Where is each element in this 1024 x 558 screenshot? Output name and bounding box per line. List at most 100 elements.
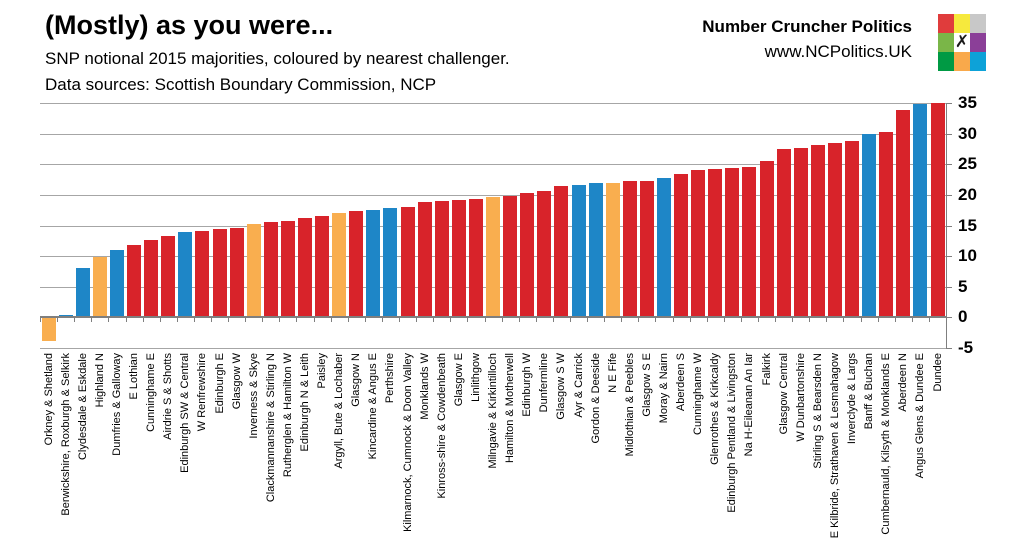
x-axis-category-label: Glasgow S E	[640, 353, 653, 417]
bar-49	[862, 133, 877, 318]
x-axis-category-label: Kinross-shire & Cowdenbeath	[435, 353, 448, 499]
x-axis-tick	[894, 318, 896, 323]
x-axis-category-label: Edinburgh N & Leith	[299, 353, 311, 452]
x-axis-category-label: Dunfermline	[538, 353, 551, 413]
y-axis-tick-label: -5	[958, 338, 974, 357]
bar-7	[144, 239, 159, 318]
bar-46	[810, 145, 825, 318]
logo-grid-cell	[970, 33, 986, 52]
x-axis-tick	[518, 318, 520, 323]
x-axis-category-label: Cunninghame W	[692, 353, 705, 435]
brand-url: www.NCPolitics.UK	[764, 42, 912, 61]
x-axis-category-label: Glasgow S W	[555, 353, 568, 420]
bar-34	[605, 182, 620, 318]
bar-40	[708, 169, 723, 318]
x-axis-category-label: Dumfries & Galloway	[110, 353, 123, 456]
bar-1	[41, 317, 56, 341]
x-axis-tick	[159, 318, 161, 323]
x-axis-category-label: Monklands W	[418, 353, 431, 420]
x-axis-category-label: Inverness & Skye	[247, 353, 260, 439]
x-axis-tick	[569, 318, 571, 323]
y-axis-tick	[946, 133, 952, 135]
bar-22	[400, 207, 415, 318]
bar-39	[691, 170, 706, 318]
bar-24	[434, 201, 449, 318]
bar-27	[486, 197, 500, 318]
gridline	[40, 103, 946, 104]
x-axis-tick	[108, 318, 110, 323]
bar-3	[75, 268, 90, 318]
bar-17	[315, 215, 330, 318]
x-axis-tick	[74, 318, 76, 323]
x-axis-tick	[433, 318, 435, 323]
x-axis-tick	[860, 318, 862, 323]
bar-8	[161, 235, 176, 318]
x-axis-category-label: Cunninghame E	[145, 353, 158, 432]
x-axis-category-label: E Kilbride, Strathaven & Lesmahagow	[828, 353, 841, 539]
bar-31	[554, 186, 569, 318]
x-axis-category-label: Glasgow E	[452, 353, 465, 407]
bar-5	[109, 250, 124, 318]
ncp-logo: ✗	[938, 14, 986, 71]
y-axis-tick	[946, 225, 952, 227]
x-axis-category-label: Aberdeen N	[897, 353, 910, 412]
y-axis-tick-label: 5	[958, 276, 968, 296]
x-axis-tick	[399, 318, 400, 323]
x-axis-category-label: Na H-Eileanan An Iar	[743, 353, 756, 457]
bar-25	[451, 199, 466, 318]
bar-6	[127, 245, 141, 318]
x-axis-tick	[228, 318, 229, 323]
bar-28	[503, 196, 518, 318]
x-axis-category-label: Glenrothes & Kirkcaldy	[709, 353, 722, 465]
x-axis-tick	[484, 318, 486, 323]
x-axis-category-label: Perthshire	[384, 353, 397, 404]
x-axis-category-label: N E Fife	[606, 353, 619, 393]
x-axis-category-label: Kincardine & Angus E	[367, 353, 380, 460]
chart-subtitle: SNP notional 2015 majorities, coloured b…	[45, 49, 510, 68]
x-axis-category-label: Glasgow N	[350, 353, 363, 407]
x-axis-category-label: Rutherglen & Hamilton W	[281, 353, 294, 478]
x-axis-tick	[347, 318, 349, 323]
x-axis-category-label: Milngavie & Kirkintilloch	[487, 353, 499, 469]
x-axis-tick	[245, 318, 247, 323]
y-axis-tick-label: 0	[958, 307, 968, 327]
logo-grid-cell: ✗	[954, 33, 970, 52]
x-axis-tick	[587, 318, 588, 323]
y-axis-tick	[946, 164, 952, 166]
bar-50	[879, 131, 894, 318]
x-axis-category-label: W Dunbartonshire	[794, 353, 807, 442]
x-axis-tick	[193, 318, 195, 323]
bar-29	[520, 193, 535, 318]
x-axis-category-label: W Renfrewshire	[196, 353, 209, 432]
x-axis-category-label: Dundee	[931, 353, 944, 392]
bar-51	[896, 110, 911, 318]
x-axis-tick	[928, 318, 930, 323]
x-axis-category-label: Cumbernauld, Kilsyth & Monklands E	[880, 353, 893, 535]
x-axis-category-label: Stirling S & Bearsden N	[811, 353, 824, 469]
x-axis-category-label: Berwickshire, Roxburgh & Selkirk	[59, 353, 72, 516]
x-axis-category-label: Argyll, Bute & Lochaber	[333, 353, 346, 469]
bar-30	[537, 191, 552, 318]
bar-18	[332, 212, 347, 318]
x-axis-tick	[501, 318, 503, 323]
bar-11	[212, 229, 227, 318]
logo-grid-cell	[970, 14, 986, 33]
bar-19	[349, 210, 364, 318]
gridline	[40, 164, 946, 166]
gridline	[40, 348, 946, 349]
x-axis-category-label: Clydesdale & Eskdale	[76, 353, 89, 461]
logo-grid-cell	[938, 33, 954, 52]
x-axis-category-label: Aberdeen S	[675, 353, 687, 412]
bar-44	[776, 148, 791, 318]
bar-42	[742, 166, 757, 318]
bar-13	[246, 224, 261, 318]
x-axis-category-label: Edinburgh SW & Central	[179, 353, 192, 473]
x-axis-category-label: Inverclyde & Largs	[846, 353, 858, 445]
y-axis-tick-label: 25	[958, 154, 977, 174]
x-axis-tick	[40, 318, 41, 323]
x-axis-category-label: Edinburgh W	[521, 353, 534, 417]
bar-12	[229, 227, 244, 318]
bar-21	[383, 208, 398, 318]
bar-38	[674, 174, 688, 318]
logo-grid-cell	[954, 14, 970, 33]
